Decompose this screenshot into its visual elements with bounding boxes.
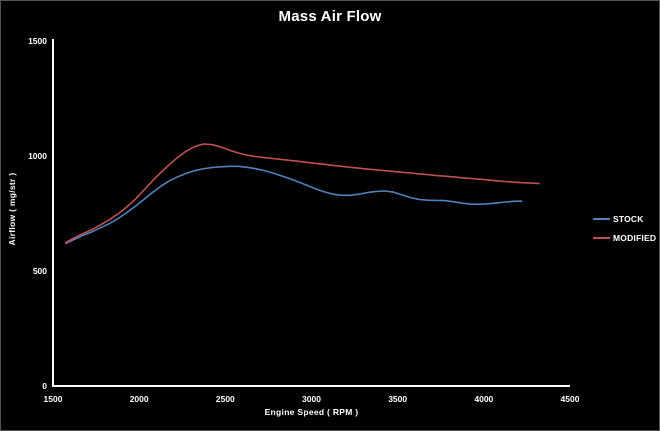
- y-tick-label: 0: [42, 381, 47, 391]
- series-line-modified: [65, 143, 540, 244]
- legend-item-stock: STOCK: [593, 214, 656, 224]
- legend-label-stock: STOCK: [613, 214, 644, 224]
- x-tick-label: 2000: [130, 394, 149, 404]
- x-tick-label: 3500: [388, 394, 407, 404]
- y-tick-label: 500: [33, 266, 47, 276]
- legend: STOCK MODIFIED: [593, 214, 656, 252]
- y-tick-label: 1000: [28, 151, 47, 161]
- legend-swatch-stock: [593, 218, 610, 220]
- x-axis-title: Engine Speed ( RPM ): [264, 407, 359, 417]
- x-tick-label: 1500: [44, 394, 63, 404]
- x-tick-label: 4000: [474, 394, 493, 404]
- chart-title: Mass Air Flow: [278, 8, 382, 25]
- x-tick-label: 4500: [561, 394, 580, 404]
- x-tick-label: 3000: [302, 394, 321, 404]
- x-tick-label: 2500: [216, 394, 235, 404]
- legend-swatch-modified: [593, 237, 610, 239]
- legend-item-modified: MODIFIED: [593, 233, 656, 243]
- y-axis-title: Airflow ( mg/str ): [7, 172, 17, 246]
- series-line-stock: [65, 165, 523, 245]
- legend-label-modified: MODIFIED: [613, 233, 657, 243]
- y-tick-label: 1500: [28, 36, 47, 46]
